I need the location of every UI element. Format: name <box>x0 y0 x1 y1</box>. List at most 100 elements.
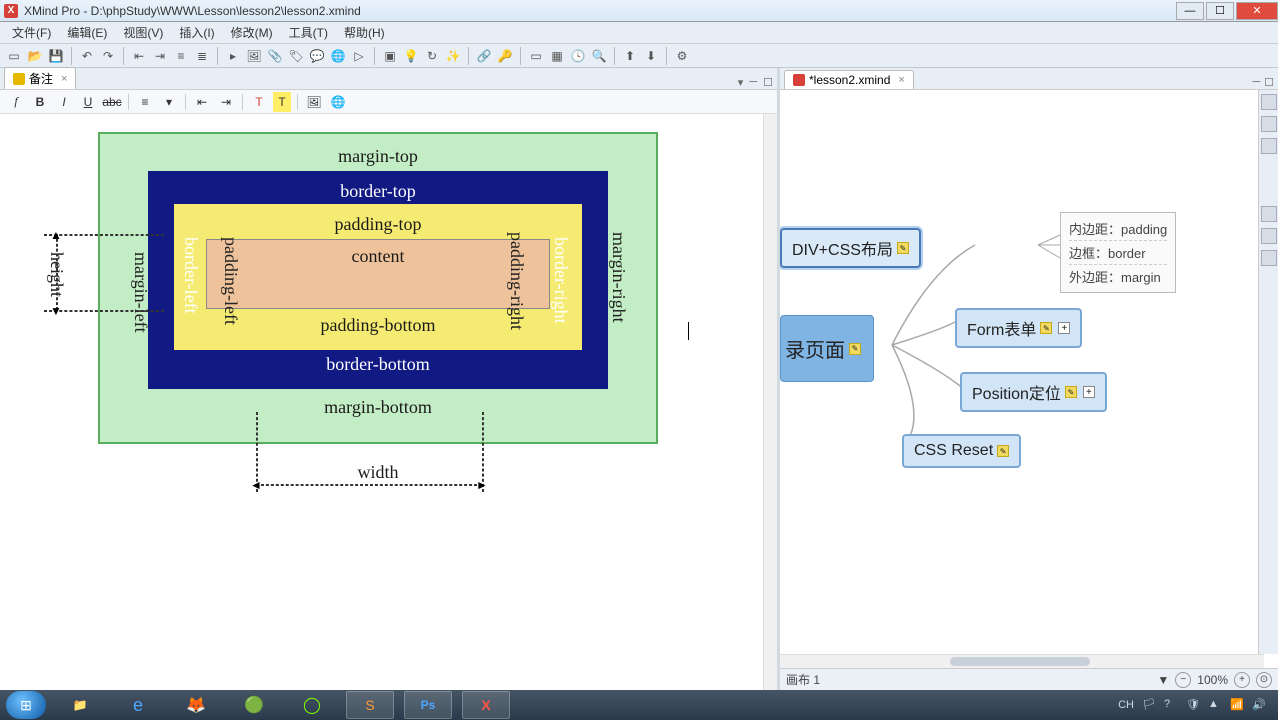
node-divcss[interactable]: DIV+CSS布局 ✎ <box>780 228 921 268</box>
image-icon[interactable]: 🖼 <box>244 46 264 66</box>
node-cssreset[interactable]: CSS Reset ✎ <box>902 434 1021 468</box>
tab-lesson2[interactable]: *lesson2.xmind × <box>784 70 914 89</box>
detail-node[interactable]: 内边距：padding 边框：border 外边距：margin <box>1060 212 1176 293</box>
insert-image-icon[interactable]: 🖼 <box>304 92 324 112</box>
outdent-icon[interactable]: ⇤ <box>129 46 149 66</box>
align-icon[interactable]: ≣ <box>192 46 212 66</box>
align-dropdown-icon[interactable]: ▾ <box>159 92 179 112</box>
save-icon[interactable]: 💾 <box>46 46 66 66</box>
maximize-panel-icon[interactable]: ☐ <box>1264 76 1274 89</box>
open-icon[interactable]: 📂 <box>25 46 45 66</box>
note-icon[interactable]: ✎ <box>849 343 861 355</box>
attach-icon[interactable]: 📎 <box>265 46 285 66</box>
rect-icon[interactable]: ▭ <box>526 46 546 66</box>
menu-view[interactable]: 视图(V) <box>115 22 171 43</box>
bold-icon[interactable]: B <box>30 92 50 112</box>
wand-icon[interactable]: ✨ <box>443 46 463 66</box>
font-icon[interactable]: f <box>6 92 26 112</box>
chevron-down-icon[interactable]: ▾ <box>738 76 744 89</box>
text-color-icon[interactable]: T <box>249 92 269 112</box>
refresh-icon[interactable]: ↻ <box>422 46 442 66</box>
ime-indicator[interactable]: CH <box>1118 699 1134 711</box>
palette-btn[interactable] <box>1261 138 1277 154</box>
task-ie[interactable]: e <box>114 691 162 719</box>
menu-file[interactable]: 文件(F) <box>4 22 59 43</box>
volume-icon[interactable]: 🔊 <box>1252 698 1266 712</box>
highlight-icon[interactable]: T <box>273 92 291 112</box>
menu-help[interactable]: 帮助(H) <box>336 22 393 43</box>
outdent-icon[interactable]: ⇤ <box>192 92 212 112</box>
task-app[interactable]: ◯ <box>288 691 336 719</box>
zoom-out-button[interactable]: − <box>1175 672 1191 688</box>
shield-icon[interactable]: 🛡 <box>1186 698 1200 712</box>
tab-close-icon[interactable]: × <box>61 73 67 85</box>
window-icon[interactable]: ▣ <box>380 46 400 66</box>
zoom-fit-button[interactable]: ⊙ <box>1256 672 1272 688</box>
minimize-button[interactable]: — <box>1176 2 1204 20</box>
node-root[interactable]: 录页面 ✎ <box>780 315 874 382</box>
new-icon[interactable]: ▭ <box>4 46 24 66</box>
menu-insert[interactable]: 插入(I) <box>171 22 222 43</box>
export-icon[interactable]: ⬇ <box>641 46 661 66</box>
clock-icon[interactable]: 🕓 <box>568 46 588 66</box>
task-explorer[interactable]: 📁 <box>56 691 104 719</box>
palette-btn[interactable] <box>1261 94 1277 110</box>
expand-icon[interactable]: + <box>1058 322 1070 334</box>
note-icon[interactable]: ✎ <box>1040 322 1052 334</box>
mindmap-canvas[interactable]: 录页面 ✎ DIV+CSS布局 ✎ 内边距：padding 边框：border … <box>780 90 1278 668</box>
task-xmind[interactable]: X <box>462 691 510 719</box>
align-left-icon[interactable]: ≡ <box>135 92 155 112</box>
vertical-scrollbar[interactable] <box>763 114 777 690</box>
comment-icon[interactable]: 💬 <box>307 46 327 66</box>
palette-btn[interactable] <box>1261 206 1277 222</box>
expand-icon[interactable]: + <box>1083 386 1095 398</box>
notes-canvas[interactable]: margin-top border-top padding-top conten… <box>0 114 777 690</box>
palette-btn[interactable] <box>1261 250 1277 266</box>
table-icon[interactable]: ▦ <box>547 46 567 66</box>
palette-btn[interactable] <box>1261 228 1277 244</box>
zoom-in-button[interactable]: + <box>1234 672 1250 688</box>
menu-tools[interactable]: 工具(T) <box>281 22 336 43</box>
canvas-label[interactable]: 画布 1 <box>786 671 820 688</box>
strike-icon[interactable]: abc <box>102 92 122 112</box>
tab-notes[interactable]: 备注 × <box>4 67 76 89</box>
redo-icon[interactable]: ↷ <box>98 46 118 66</box>
menu-modify[interactable]: 修改(M) <box>223 22 281 43</box>
play-icon[interactable]: ▸ <box>223 46 243 66</box>
bulb-icon[interactable]: 💡 <box>401 46 421 66</box>
node-position[interactable]: Position定位 ✎ + <box>960 372 1107 412</box>
flag-icon[interactable]: 🏳 <box>1142 698 1156 712</box>
note-icon[interactable]: ✎ <box>897 242 909 254</box>
gear-icon[interactable]: ⚙ <box>672 46 692 66</box>
undo-icon[interactable]: ↶ <box>77 46 97 66</box>
palette-btn[interactable] <box>1261 116 1277 132</box>
task-firefox[interactable]: 🦊 <box>172 691 220 719</box>
menu-edit[interactable]: 编辑(E) <box>59 22 115 43</box>
minimize-panel-icon[interactable]: ─ <box>749 76 757 89</box>
node-form[interactable]: Form表单 ✎ + <box>955 308 1082 348</box>
hyperlink-icon[interactable]: 🌐 <box>328 92 348 112</box>
scroll-thumb[interactable] <box>950 657 1090 666</box>
close-button[interactable]: ✕ <box>1236 2 1278 20</box>
indent-icon[interactable]: ⇥ <box>150 46 170 66</box>
maximize-button[interactable]: ☐ <box>1206 2 1234 20</box>
network-icon[interactable]: 📶 <box>1230 698 1244 712</box>
chevron-up-icon[interactable]: ▲ <box>1208 698 1222 712</box>
task-photoshop[interactable]: Ps <box>404 691 452 719</box>
note-icon[interactable]: ✎ <box>997 445 1009 457</box>
maximize-panel-icon[interactable]: ☐ <box>763 76 773 89</box>
globe-icon[interactable]: 🌐 <box>328 46 348 66</box>
link-icon[interactable]: 🔗 <box>474 46 494 66</box>
help-icon[interactable]: ? <box>1164 698 1178 712</box>
tab-close-icon[interactable]: × <box>898 74 904 86</box>
task-chrome[interactable]: 🟢 <box>230 691 278 719</box>
filter-icon[interactable]: ▼ <box>1157 673 1169 687</box>
up-icon[interactable]: ⬆ <box>620 46 640 66</box>
task-sublime[interactable]: S <box>346 691 394 719</box>
horizontal-scrollbar[interactable] <box>780 654 1264 668</box>
minimize-panel-icon[interactable]: ─ <box>1252 76 1260 89</box>
label-icon[interactable]: 🏷 <box>286 46 306 66</box>
start-button[interactable]: ⊞ <box>6 691 46 719</box>
list-icon[interactable]: ≡ <box>171 46 191 66</box>
next-icon[interactable]: ▷ <box>349 46 369 66</box>
